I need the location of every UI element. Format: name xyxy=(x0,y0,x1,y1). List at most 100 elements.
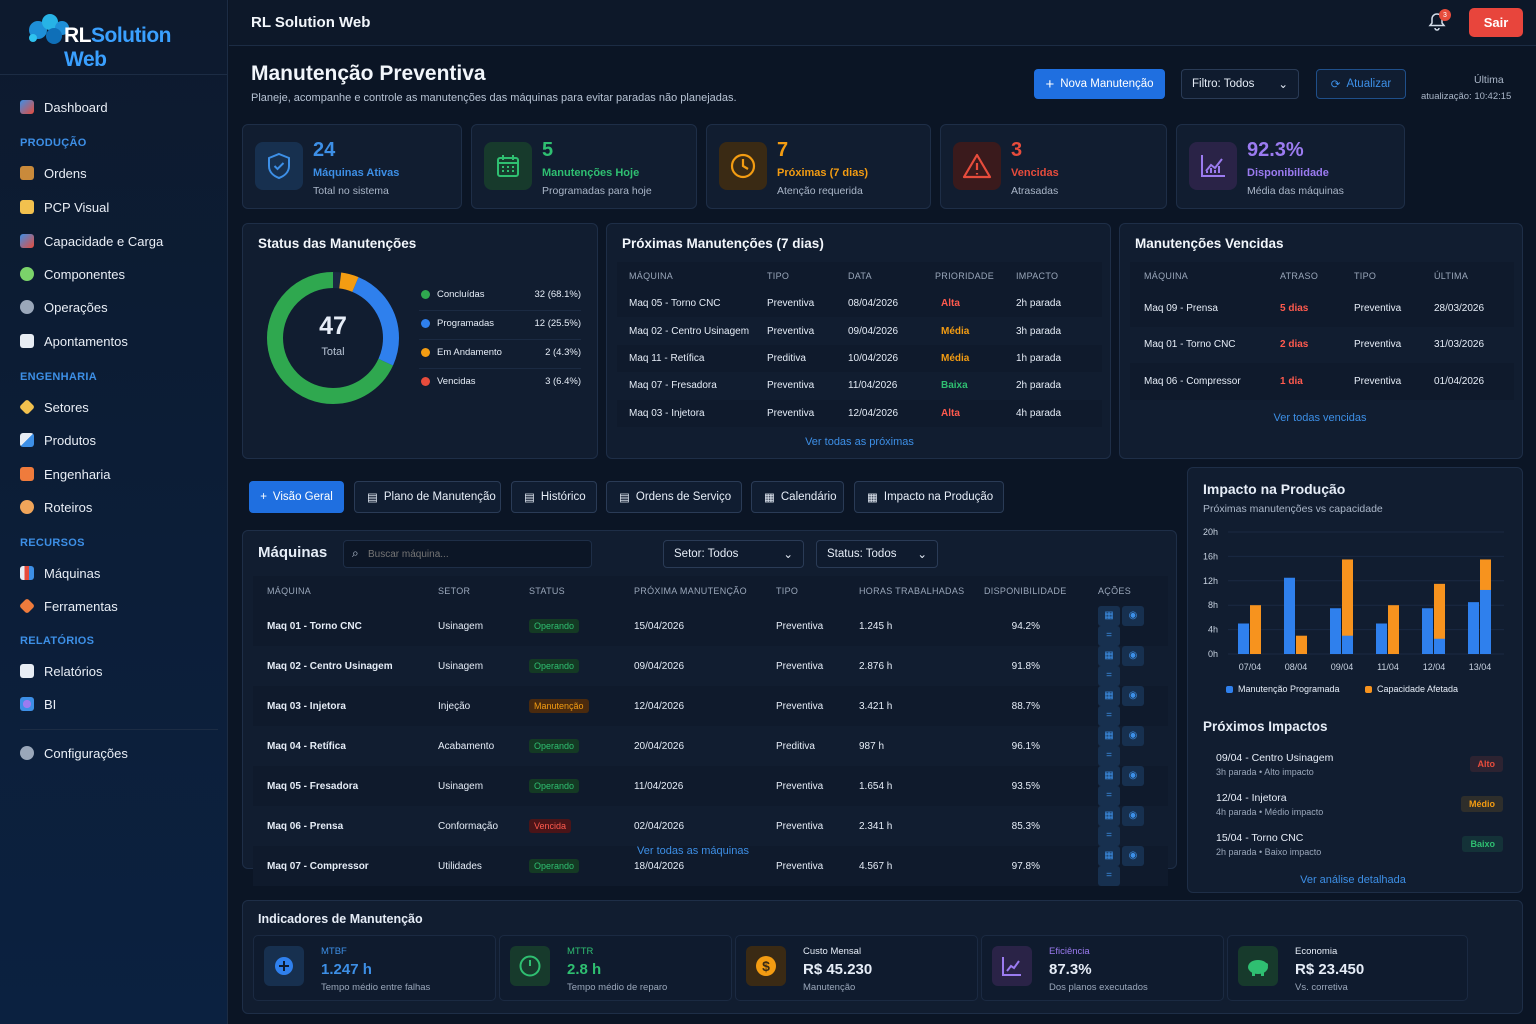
tab-ordens-servico[interactable]: ▤ Ordens de Serviço xyxy=(606,481,742,513)
eye-icon[interactable]: ◉ xyxy=(1122,766,1144,786)
sidebar-item-maquinas[interactable]: Máquinas xyxy=(20,560,100,586)
col-header: DISPONIBILIDADE xyxy=(984,586,1067,596)
impacto-item[interactable]: 15/04 - Torno CNC 2h parada • Baixo impac… xyxy=(1203,828,1509,868)
table-row[interactable]: Maq 03 - Injetora Injeção Manutenção 12/04/… xyxy=(253,686,1168,726)
impacto-item-sub: 2h parada • Baixo impacto xyxy=(1216,847,1322,857)
puzzle-icon xyxy=(20,267,34,281)
sidebar-item-bi[interactable]: BI xyxy=(20,691,56,717)
bar-manutencao xyxy=(1422,608,1433,654)
table-row[interactable]: Maq 01 - Torno CNC 2 dias Preventiva 31/03/… xyxy=(1130,327,1514,364)
table-cell: Operando xyxy=(529,766,634,806)
status-badge: Operando xyxy=(529,739,580,753)
view-analysis-link[interactable]: Ver análise detalhada xyxy=(1300,874,1406,886)
sidebar-item-pcp[interactable]: PCP Visual xyxy=(20,194,109,220)
table-cell: 18/04/2026 xyxy=(634,860,685,872)
tab-historico[interactable]: ▤ Histórico xyxy=(511,481,597,513)
eye-icon[interactable]: ◉ xyxy=(1122,846,1144,866)
sidebar-item-configuracoes[interactable]: Configurações xyxy=(20,740,128,766)
sidebar-item-setores[interactable]: Setores xyxy=(19,394,89,420)
calendar-icon[interactable]: ▦ xyxy=(1098,606,1120,626)
search-field[interactable] xyxy=(368,545,583,563)
impacto-item[interactable]: 12/04 - Injetora 4h parada • Médio impact… xyxy=(1203,788,1509,828)
menu-icon[interactable]: = xyxy=(1098,626,1120,646)
table-row[interactable]: Maq 02 - Centro Usinagem Usinagem Operando… xyxy=(253,646,1168,686)
setor-select-value: Setor: Todos xyxy=(674,548,739,560)
col-header: SETOR xyxy=(438,586,471,596)
table-row[interactable]: Maq 07 - Fresadora Preventiva 11/04/2026 Ba… xyxy=(617,372,1102,399)
tab-label: Plano de Manutenção xyxy=(383,491,496,503)
legend-value: 32 (68.1%) xyxy=(534,289,581,300)
new-maintenance-button[interactable]: + Nova Manutenção xyxy=(1034,69,1165,99)
bar-manutencao xyxy=(1238,623,1249,654)
page-title: Manutenção Preventiva xyxy=(251,62,486,85)
menu-icon[interactable]: = xyxy=(1098,746,1120,766)
view-all-proximas-link[interactable]: Ver todas as próximas xyxy=(805,436,914,448)
tab-visao-geral[interactable]: + Visão Geral xyxy=(249,481,344,513)
sidebar-item-capacidade[interactable]: Capacidade e Carga xyxy=(20,228,163,254)
sidebar-item-dashboard[interactable]: Dashboard xyxy=(20,94,108,120)
menu-icon[interactable]: = xyxy=(1098,786,1120,806)
sidebar-item-produtos[interactable]: Produtos xyxy=(20,427,96,453)
tab-impacto[interactable]: ▦ Impacto na Produção xyxy=(854,481,1004,513)
calendar-icon[interactable]: ▦ xyxy=(1098,846,1120,866)
table-row[interactable]: Maq 11 - Retífica Preditiva 10/04/2026 Médi… xyxy=(617,344,1102,373)
table-row[interactable]: Maq 02 - Centro Usinagem Preventiva 09/04/… xyxy=(617,317,1102,344)
sidebar-item-engenharia[interactable]: Engenharia xyxy=(20,461,111,487)
refresh-label: Atualizar xyxy=(1346,78,1392,90)
sidebar-item-componentes[interactable]: Componentes xyxy=(20,261,125,287)
table-row[interactable]: Maq 07 - Compressor Utilidades Operando 18/… xyxy=(253,846,1168,886)
last-update-label: Última xyxy=(1474,74,1504,86)
eye-icon[interactable]: ◉ xyxy=(1122,646,1144,666)
sidebar-item-roteiros[interactable]: Roteiros xyxy=(20,494,92,520)
menu-icon[interactable]: = xyxy=(1098,826,1120,846)
setor-select[interactable]: Setor: Todos ⌄ xyxy=(663,540,804,568)
eye-icon[interactable]: ◉ xyxy=(1122,686,1144,706)
sidebar-item-ferramentas[interactable]: Ferramentas xyxy=(19,593,118,619)
section-recursos: RECURSOS xyxy=(20,537,85,549)
table-row[interactable]: Maq 01 - Torno CNC Usinagem Operando 15/04/… xyxy=(253,606,1168,646)
dollar-icon: $ xyxy=(746,946,786,986)
table-row[interactable]: Maq 05 - Fresadora Usinagem Operando 11/04/… xyxy=(253,766,1168,806)
table-cell: 1h parada xyxy=(1016,352,1062,364)
menu-icon[interactable]: = xyxy=(1098,866,1120,886)
eye-icon[interactable]: ◉ xyxy=(1122,726,1144,746)
sidebar-item-apontamentos[interactable]: Apontamentos xyxy=(20,328,128,354)
table-cell: 96.1% xyxy=(1011,740,1040,752)
status-select[interactable]: Status: Todos ⌄ xyxy=(816,540,938,568)
view-all-maquinas-link[interactable]: Ver todas as máquinas xyxy=(637,845,749,857)
table-cell: 12/04/2026 xyxy=(634,700,685,712)
filter-select[interactable]: Filtro: Todos ⌄ xyxy=(1181,69,1299,99)
impacto-item[interactable]: 09/04 - Centro Usinagem 3h parada • Alto … xyxy=(1203,748,1509,788)
menu-icon[interactable]: = xyxy=(1098,706,1120,726)
calendar-icon[interactable]: ▦ xyxy=(1098,806,1120,826)
tab-plano[interactable]: ▤ Plano de Manutenção xyxy=(354,481,501,513)
table-row[interactable]: Maq 03 - Injetora Preventiva 12/04/2026 Alt… xyxy=(617,399,1102,427)
brick-icon xyxy=(20,467,34,481)
table-cell: 02/04/2026 xyxy=(634,820,685,832)
sidebar-item-ordens[interactable]: Ordens xyxy=(20,160,87,186)
calendar-icon[interactable]: ▦ xyxy=(1098,726,1120,746)
table-row[interactable]: Maq 04 - Retífica Acabamento Operando 20/04… xyxy=(253,726,1168,766)
table-row[interactable]: Maq 09 - Prensa 5 dias Preventiva 28/03/202… xyxy=(1130,290,1514,327)
view-all-vencidas-link[interactable]: Ver todas vencidas xyxy=(1273,412,1367,424)
x-tick-label: 09/04 xyxy=(1331,662,1354,672)
search-input[interactable]: ⌕ xyxy=(343,540,592,568)
sidebar-item-relatorios[interactable]: Relatórios xyxy=(20,658,103,684)
stat-card-vencidas: 3 Vencidas Atrasadas xyxy=(940,124,1167,209)
eye-icon[interactable]: ◉ xyxy=(1122,806,1144,826)
table-row[interactable]: Maq 05 - Torno CNC Preventiva 08/04/2026 Al… xyxy=(617,290,1102,318)
logout-button[interactable]: Sair xyxy=(1469,8,1523,37)
logo[interactable]: RLSolution Web xyxy=(24,8,214,71)
tab-calendario[interactable]: ▦ Calendário xyxy=(751,481,844,513)
chevron-down-icon: ⌄ xyxy=(917,549,927,561)
table-row[interactable]: Maq 06 - Compressor 1 dia Preventiva 01/04/… xyxy=(1130,363,1514,400)
eye-icon[interactable]: ◉ xyxy=(1122,606,1144,626)
calendar-icon[interactable]: ▦ xyxy=(1098,686,1120,706)
actions-cell: ▦ ◉= xyxy=(1098,806,1168,846)
refresh-button[interactable]: ⟳ Atualizar xyxy=(1316,69,1406,99)
sidebar-item-operacoes[interactable]: Operações xyxy=(20,294,108,320)
table-row[interactable]: Maq 06 - Prensa Conformação Vencida 02/04/2… xyxy=(253,806,1168,846)
calendar-icon[interactable]: ▦ xyxy=(1098,646,1120,666)
menu-icon[interactable]: = xyxy=(1098,666,1120,686)
calendar-icon[interactable]: ▦ xyxy=(1098,766,1120,786)
